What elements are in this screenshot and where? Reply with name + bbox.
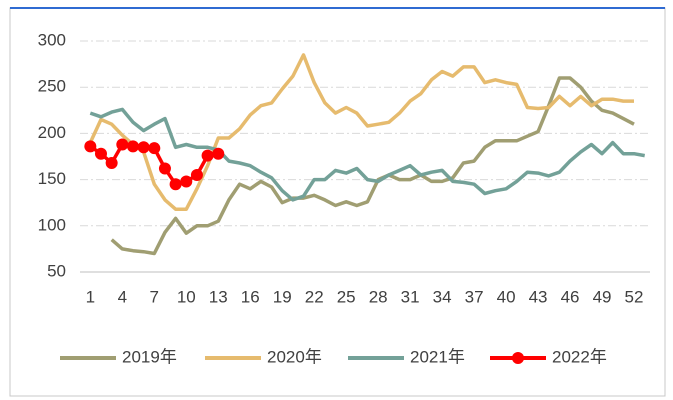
frame xyxy=(9,7,666,397)
point xyxy=(190,168,203,181)
x-tick-label: 19 xyxy=(273,287,292,306)
x-tick-label: 31 xyxy=(401,287,420,306)
y-tick-label: 300 xyxy=(38,30,66,49)
x-tick-label: 7 xyxy=(150,287,159,306)
legend-label: 2021年 xyxy=(410,347,465,366)
x-tick-label: 10 xyxy=(177,287,196,306)
x-tick-label: 22 xyxy=(305,287,324,306)
point xyxy=(137,141,150,154)
x-tick-label: 1 xyxy=(86,287,95,306)
x-tick-label: 16 xyxy=(241,287,260,306)
series-line xyxy=(89,107,646,202)
x-tick-label: 34 xyxy=(433,287,452,306)
point xyxy=(180,175,193,188)
point xyxy=(169,178,182,191)
y-tick-label: 250 xyxy=(38,77,66,96)
x-tick-label: 43 xyxy=(529,287,548,306)
legend-label: 2019年 xyxy=(122,347,177,366)
x-tick-label: 25 xyxy=(337,287,356,306)
y-tick-label: 50 xyxy=(47,261,66,280)
point xyxy=(201,149,214,162)
y-tick-label: 100 xyxy=(38,215,66,234)
legend-label: 2022年 xyxy=(552,347,607,366)
legend-marker xyxy=(512,352,524,364)
point xyxy=(84,140,97,153)
point xyxy=(105,156,118,169)
x-tick-label: 4 xyxy=(118,287,127,306)
x-tick-label: 13 xyxy=(209,287,228,306)
point xyxy=(212,147,225,160)
series-line xyxy=(110,76,635,256)
point xyxy=(94,147,107,160)
point xyxy=(158,162,171,175)
x-tick-label: 49 xyxy=(593,287,612,306)
series-line xyxy=(88,53,634,211)
point xyxy=(148,142,161,155)
x-tick-label: 46 xyxy=(561,287,580,306)
x-tick-label: 37 xyxy=(465,287,484,306)
legend-label: 2020年 xyxy=(267,347,322,366)
point xyxy=(126,140,139,153)
point xyxy=(116,138,129,151)
y-tick-label: 150 xyxy=(38,169,66,188)
y-tick-label: 200 xyxy=(38,123,66,142)
x-tick-label: 52 xyxy=(625,287,644,306)
x-tick-label: 40 xyxy=(497,287,516,306)
x-tick-label: 28 xyxy=(369,287,388,306)
